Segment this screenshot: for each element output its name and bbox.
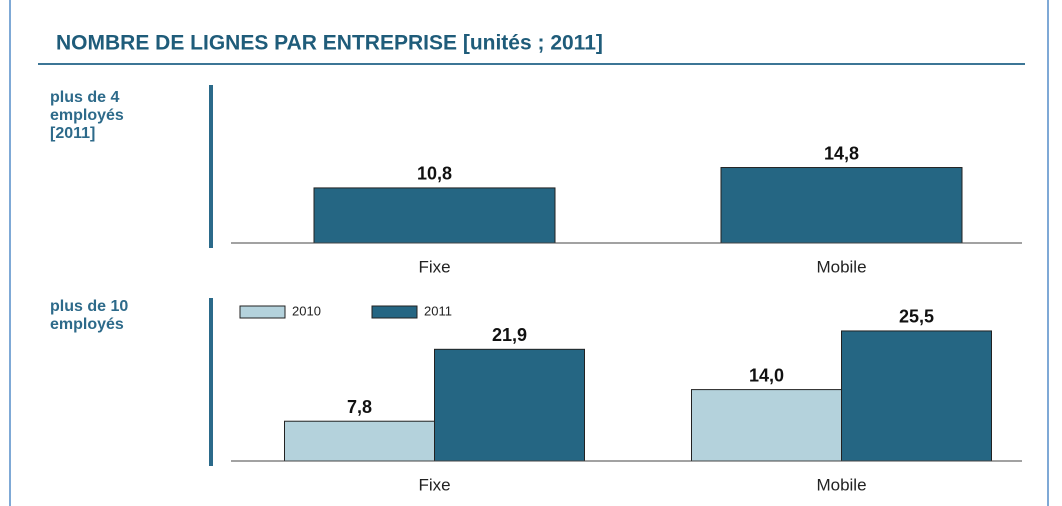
value-label: 14,8 xyxy=(824,143,859,163)
x-tick-label: Mobile xyxy=(816,475,866,494)
bar xyxy=(841,330,992,462)
legend-swatch xyxy=(371,305,418,319)
legend-label: 2011 xyxy=(424,303,452,318)
legend-label: 2010 xyxy=(292,303,321,318)
bar xyxy=(284,420,435,462)
value-label: 7,8 xyxy=(347,397,372,417)
side-label: [2011] xyxy=(50,125,95,142)
bar xyxy=(720,167,963,244)
bar xyxy=(434,348,585,462)
x-tick-label: Fixe xyxy=(418,475,450,494)
side-label: plus de 10 xyxy=(50,298,128,315)
bar xyxy=(313,187,556,244)
value-label: 14,0 xyxy=(749,365,784,385)
value-label: 25,5 xyxy=(899,307,934,327)
value-label: 21,9 xyxy=(492,325,527,345)
bar xyxy=(691,389,842,462)
value-label: 10,8 xyxy=(417,164,452,184)
side-label: employés xyxy=(50,107,124,124)
side-label: employés xyxy=(50,316,124,333)
x-tick-label: Fixe xyxy=(418,257,450,276)
legend-swatch xyxy=(239,305,286,319)
x-tick-label: Mobile xyxy=(816,257,866,276)
side-label: plus de 4 xyxy=(50,89,119,106)
title: NOMBRE DE LIGNES PAR ENTREPRISE [unités … xyxy=(56,32,603,55)
